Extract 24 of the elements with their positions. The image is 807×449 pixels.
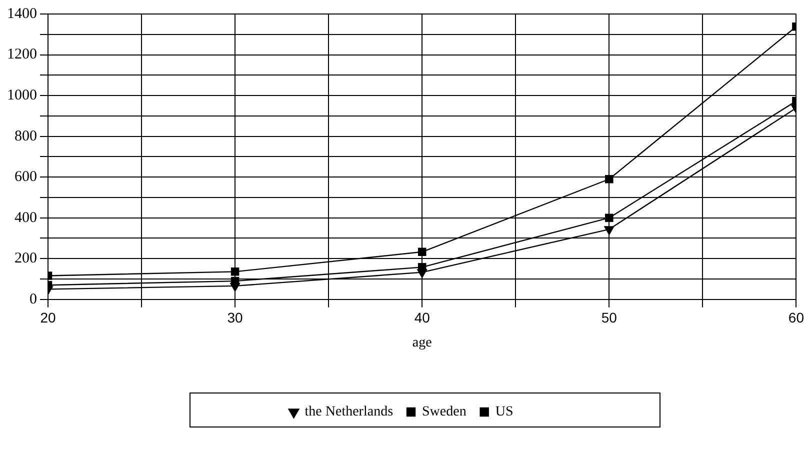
y-tick-label: 200 — [14, 250, 37, 267]
point — [417, 269, 428, 278]
y-tick-label: 800 — [14, 128, 37, 144]
point — [605, 174, 614, 184]
y-tick-label: 1000 — [7, 87, 37, 104]
legend-label: US — [495, 404, 514, 420]
point — [230, 268, 240, 276]
x-tick-label: 40 — [414, 310, 430, 326]
y-tick-label: 600 — [14, 169, 37, 186]
y-tick-label: 0 — [30, 291, 37, 308]
y-tick-label: 400 — [14, 210, 37, 226]
legend-label: the Netherlands — [304, 404, 394, 420]
point — [604, 226, 614, 235]
x-axis-title: age — [412, 335, 432, 350]
x-tick-label: 50 — [601, 310, 618, 326]
y-tick-label: 1200 — [7, 46, 37, 63]
x-tick-label: 20 — [40, 310, 56, 326]
x-tick-label: 60 — [788, 310, 804, 326]
point — [605, 214, 614, 222]
point — [230, 282, 240, 292]
y-tick-label: 1400 — [7, 6, 37, 22]
point — [418, 248, 426, 256]
x-tick-label: 30 — [227, 310, 244, 326]
legend-label: Sweden — [422, 404, 466, 420]
